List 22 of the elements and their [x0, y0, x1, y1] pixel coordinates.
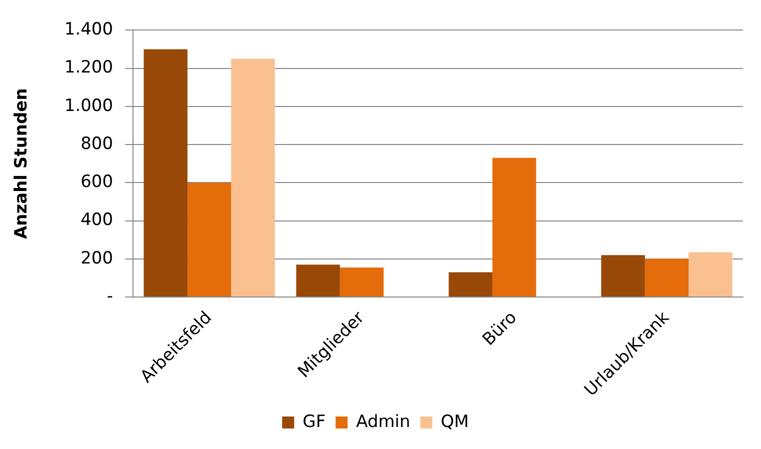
bar [296, 264, 340, 297]
bar [492, 158, 536, 297]
y-tick-label: 1.000 [64, 96, 114, 116]
bar [448, 272, 492, 297]
bar [340, 268, 384, 297]
y-axis-title: Anzahl Stunden [12, 88, 32, 240]
y-tick-label: - [106, 286, 114, 306]
bar [144, 49, 188, 297]
bar [601, 255, 645, 297]
y-tick-label: 400 [80, 210, 114, 230]
legend-label: QM [440, 412, 469, 432]
bar [688, 252, 732, 297]
bar [187, 182, 232, 297]
bar [644, 258, 689, 297]
y-tick-label: 1.400 [64, 20, 114, 40]
y-tick-label: 1.200 [64, 58, 114, 78]
legend-label: Admin [356, 412, 410, 432]
y-tick-label: 800 [80, 134, 114, 154]
legend-label: GF [302, 412, 326, 432]
y-tick-label: 200 [80, 248, 114, 268]
y-tick-label: 600 [80, 172, 114, 192]
bar [231, 58, 275, 297]
